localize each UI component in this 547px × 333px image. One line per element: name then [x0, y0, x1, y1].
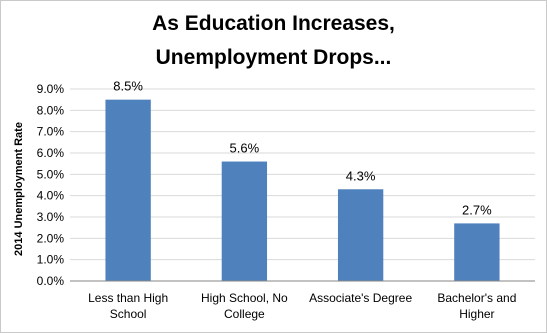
y-tick-label: 4.0% — [37, 189, 65, 203]
chart-title-line-1: As Education Increases, — [152, 12, 395, 35]
category-label: Associate's Degree — [309, 291, 412, 305]
data-label: 8.5% — [113, 79, 143, 94]
bar — [105, 99, 151, 282]
bar — [454, 223, 500, 281]
y-tick-label: 2.0% — [37, 231, 65, 245]
category-label: Bachelor's and — [437, 291, 516, 305]
category-label: School — [110, 307, 147, 321]
category-label: Higher — [459, 307, 494, 321]
category-label: High School, No — [201, 291, 288, 305]
data-labels: 8.5% 5.6% 4.3% 2.7% — [113, 79, 492, 218]
chart-title-line-2: Unemployment Drops... — [155, 46, 392, 69]
y-tick-label: 1.0% — [37, 253, 65, 267]
y-axis-ticks: 0.0% 1.0% 2.0% 3.0% 4.0% 5.0% 6.0% 7.0% 8.0% 9.0% — [37, 82, 65, 288]
y-tick-label: 8.0% — [37, 103, 65, 117]
category-label: Less than High — [88, 291, 168, 305]
bar — [337, 189, 384, 281]
y-tick-label: 0.0% — [37, 274, 65, 288]
category-labels: Less than High School High School, No Colle… — [88, 291, 516, 321]
bar — [221, 161, 268, 281]
y-tick-label: 7.0% — [37, 125, 65, 139]
category-label: College — [224, 307, 265, 321]
y-tick-label: 9.0% — [37, 82, 65, 96]
bars — [105, 99, 500, 282]
y-tick-label: 3.0% — [37, 210, 65, 224]
data-label: 5.6% — [230, 141, 260, 156]
data-label: 2.7% — [462, 202, 492, 217]
y-axis-title: 2014 Unemployment Rate — [13, 122, 25, 256]
data-label: 4.3% — [346, 168, 376, 183]
y-tick-label: 6.0% — [37, 146, 65, 160]
y-tick-label: 5.0% — [37, 167, 65, 181]
